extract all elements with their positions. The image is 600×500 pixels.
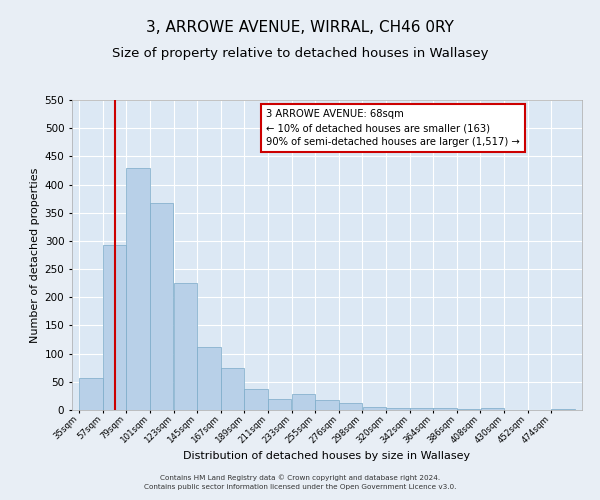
Bar: [103, 245, 126, 410]
Y-axis label: Number of detached properties: Number of detached properties: [31, 168, 40, 342]
Bar: [221, 368, 244, 410]
Bar: [197, 347, 221, 410]
X-axis label: Distribution of detached houses by size in Wallasey: Distribution of detached houses by size …: [184, 450, 470, 460]
Bar: [433, 408, 457, 410]
Bar: [386, 408, 410, 410]
Bar: [173, 283, 197, 410]
Bar: [551, 409, 575, 410]
Bar: [79, 378, 103, 410]
Bar: [362, 407, 386, 410]
Bar: [127, 168, 150, 410]
Bar: [150, 203, 173, 410]
Bar: [410, 408, 433, 410]
Bar: [268, 398, 292, 410]
Text: 3, ARROWE AVENUE, WIRRAL, CH46 0RY: 3, ARROWE AVENUE, WIRRAL, CH46 0RY: [146, 20, 454, 35]
Text: 3 ARROWE AVENUE: 68sqm
← 10% of detached houses are smaller (163)
90% of semi-de: 3 ARROWE AVENUE: 68sqm ← 10% of detached…: [266, 110, 520, 148]
Text: Contains public sector information licensed under the Open Government Licence v3: Contains public sector information licen…: [144, 484, 456, 490]
Text: Size of property relative to detached houses in Wallasey: Size of property relative to detached ho…: [112, 48, 488, 60]
Bar: [457, 409, 481, 410]
Bar: [339, 402, 362, 410]
Bar: [244, 389, 268, 410]
Text: Contains HM Land Registry data © Crown copyright and database right 2024.: Contains HM Land Registry data © Crown c…: [160, 474, 440, 481]
Bar: [481, 408, 504, 410]
Bar: [316, 400, 338, 410]
Bar: [292, 394, 315, 410]
